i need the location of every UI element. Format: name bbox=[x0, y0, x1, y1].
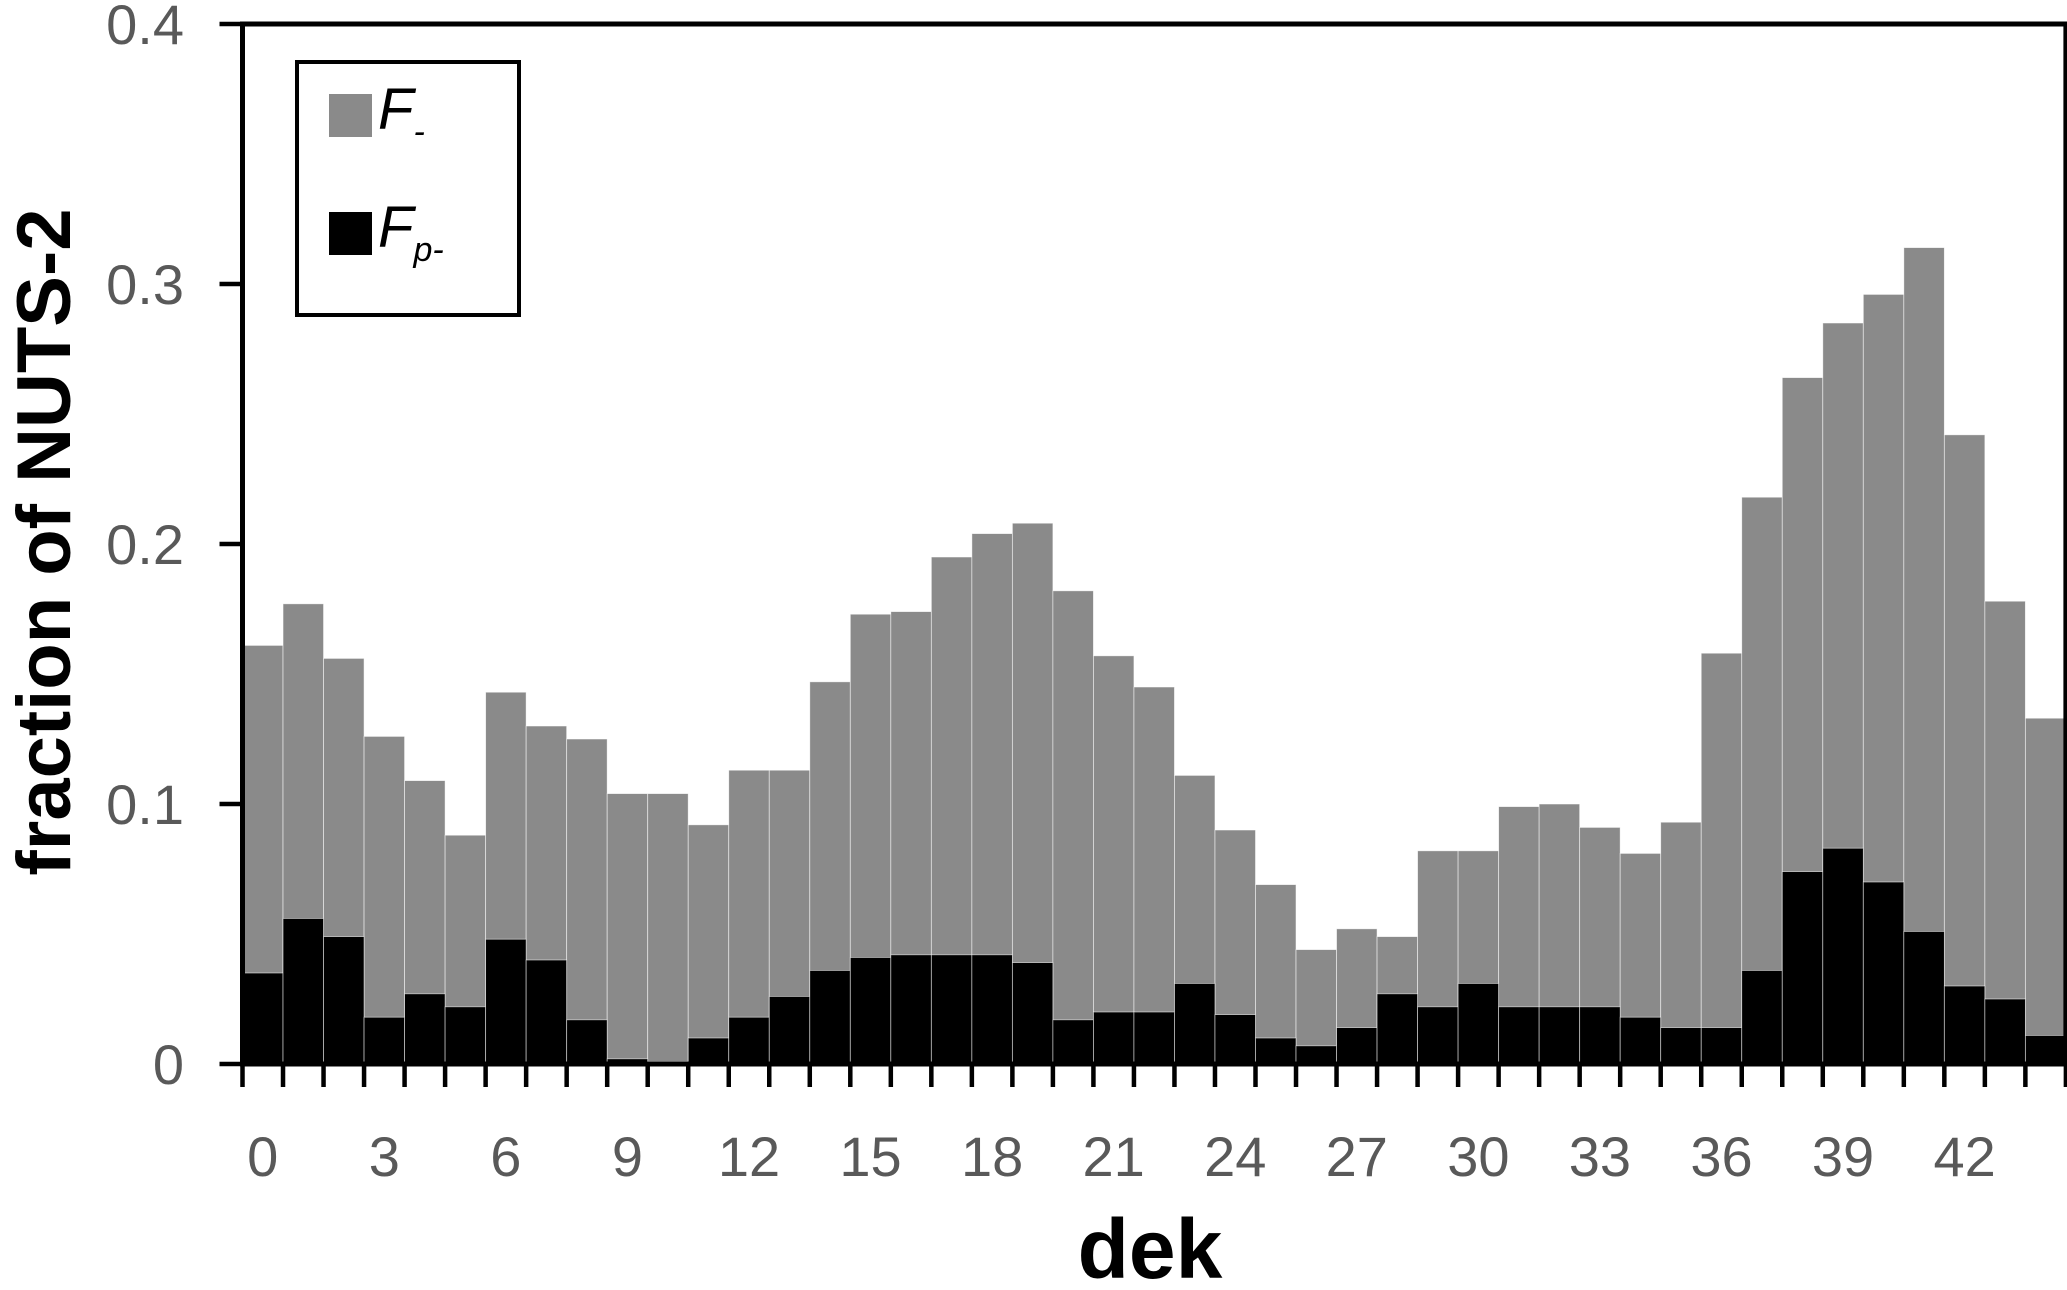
legend-swatch-black bbox=[329, 211, 372, 255]
x-tick-label-15: 15 bbox=[839, 1125, 901, 1188]
y-tick-label-0: 0 bbox=[153, 1033, 184, 1096]
x-tick-label-30: 30 bbox=[1447, 1125, 1509, 1188]
y-axis-ticks bbox=[219, 21, 243, 1067]
x-tick-label-24: 24 bbox=[1204, 1125, 1266, 1188]
y-tick-label-0.3: 0.3 bbox=[106, 253, 184, 316]
bar-Fp--dek20 bbox=[1052, 1019, 1094, 1065]
bar-Fp--dek23 bbox=[1174, 983, 1216, 1065]
bar-Fp--dek7 bbox=[525, 959, 568, 1065]
legend-item-fp-minus: Fp- bbox=[329, 199, 517, 267]
y-tick-label-0.1: 0.1 bbox=[106, 773, 184, 836]
legend-label-fp-minus: Fp- bbox=[378, 195, 444, 269]
bar-Fp--dek19 bbox=[1011, 962, 1054, 1065]
bar-Fp--dek8 bbox=[566, 1019, 608, 1065]
bar-Fp--dek31 bbox=[1498, 1006, 1540, 1065]
bar-Fp--dek33 bbox=[1579, 1006, 1621, 1065]
bar-Fp--dek4 bbox=[404, 993, 446, 1065]
bar-F--dek3 bbox=[363, 736, 405, 1065]
bar-Fp--dek34 bbox=[1619, 1016, 1662, 1065]
bar-F--dek25 bbox=[1255, 884, 1297, 1065]
bar-F--dek21 bbox=[1093, 655, 1135, 1065]
bar-Fp--dek30 bbox=[1457, 983, 1500, 1065]
x-tick-label-18: 18 bbox=[961, 1125, 1023, 1188]
bar-F--dek42 bbox=[1943, 434, 1986, 1065]
y-axis-title: fraction of NUTS-2 bbox=[2, 208, 87, 875]
bar-Fp--dek28 bbox=[1376, 993, 1418, 1065]
bar-Fp--dek43 bbox=[1984, 998, 2026, 1065]
bar-Fp--dek5 bbox=[444, 1006, 487, 1065]
bar-Fp--dek29 bbox=[1417, 1006, 1459, 1065]
bar-Fp--dek18 bbox=[971, 954, 1013, 1065]
bar-Fp--dek37 bbox=[1741, 970, 1783, 1065]
x-tick-label-36: 36 bbox=[1690, 1125, 1752, 1188]
bar-Fp--dek27 bbox=[1336, 1027, 1378, 1065]
bar-F--dek8 bbox=[566, 738, 608, 1065]
bar-Fp--dek44 bbox=[2024, 1035, 2067, 1065]
bar-F--dek35 bbox=[1660, 821, 1702, 1065]
bar-F--dek41 bbox=[1903, 247, 1945, 1065]
bar-F--dek12 bbox=[728, 769, 770, 1065]
bar-Fp--dek42 bbox=[1943, 985, 1986, 1065]
bar-F--dek20 bbox=[1052, 590, 1094, 1065]
bar-Fp--dek32 bbox=[1538, 1006, 1581, 1065]
x-tick-label-27: 27 bbox=[1326, 1125, 1388, 1188]
bar-Fp--dek11 bbox=[687, 1037, 730, 1065]
x-tick-label-42: 42 bbox=[1933, 1125, 1995, 1188]
x-tick-label-12: 12 bbox=[718, 1125, 780, 1188]
bar-F--dek44 bbox=[2024, 717, 2067, 1065]
bars-layer bbox=[242, 247, 2067, 1065]
bar-Fp--dek26 bbox=[1295, 1045, 1337, 1065]
bar-Fp--dek12 bbox=[728, 1016, 770, 1065]
bar-Fp--dek36 bbox=[1700, 1027, 1743, 1065]
bar-Fp--dek35 bbox=[1660, 1027, 1702, 1065]
x-axis-tick-labels: 0 3 6 9 12 15 18 21 24 27 30 33 36 39 42 bbox=[247, 1125, 1996, 1188]
bar-F--dek10 bbox=[647, 793, 689, 1065]
x-axis-ticks bbox=[240, 1064, 2067, 1087]
bar-Fp--dek41 bbox=[1903, 931, 1945, 1065]
legend-item-f-minus: F- bbox=[329, 81, 517, 149]
x-tick-label-3: 3 bbox=[369, 1125, 400, 1188]
y-axis-tick-labels: 0 0.1 0.2 0.3 0.4 bbox=[106, 0, 184, 1096]
x-tick-label-0: 0 bbox=[247, 1125, 278, 1188]
legend-swatch-gray bbox=[329, 93, 372, 137]
bar-F--dek9 bbox=[606, 793, 649, 1065]
bar-Fp--dek6 bbox=[485, 938, 527, 1065]
bar-Fp--dek1 bbox=[282, 918, 324, 1065]
x-tick-label-6: 6 bbox=[490, 1125, 521, 1188]
bar-Fp--dek13 bbox=[768, 996, 811, 1065]
bar-F--dek26 bbox=[1295, 949, 1337, 1065]
bar-F--dek22 bbox=[1133, 686, 1175, 1065]
x-tick-label-33: 33 bbox=[1569, 1125, 1631, 1188]
x-tick-label-21: 21 bbox=[1083, 1125, 1145, 1188]
x-tick-label-39: 39 bbox=[1812, 1125, 1874, 1188]
bar-Fp--dek39 bbox=[1822, 847, 1864, 1065]
bar-Fp--dek2 bbox=[323, 936, 365, 1065]
bar-Fp--dek16 bbox=[890, 954, 932, 1065]
bar-Fp--dek17 bbox=[930, 954, 973, 1065]
x-axis-title: dek bbox=[1078, 1202, 1223, 1290]
legend: F- Fp- bbox=[295, 60, 521, 317]
bar-Fp--dek25 bbox=[1255, 1037, 1297, 1065]
bar-F--dek11 bbox=[687, 824, 730, 1065]
bar-Fp--dek14 bbox=[809, 970, 851, 1065]
bar-F--dek36 bbox=[1700, 652, 1743, 1065]
x-tick-label-9: 9 bbox=[612, 1125, 643, 1188]
y-tick-label-0.2: 0.2 bbox=[106, 513, 184, 576]
bar-Fp--dek22 bbox=[1133, 1011, 1175, 1065]
bar-Fp--dek21 bbox=[1093, 1011, 1135, 1065]
bar-Fp--dek15 bbox=[849, 957, 892, 1065]
bar-Fp--dek38 bbox=[1781, 871, 1824, 1065]
bar-F--dek37 bbox=[1741, 496, 1783, 1065]
bar-Fp--dek3 bbox=[363, 1016, 405, 1065]
bar-F--dek43 bbox=[1984, 600, 2026, 1065]
y-tick-label-0.4: 0.4 bbox=[106, 0, 184, 56]
legend-label-f-minus: F- bbox=[378, 77, 425, 151]
bar-Fp--dek24 bbox=[1214, 1014, 1256, 1065]
bar-Fp--dek40 bbox=[1862, 881, 1905, 1065]
bar-Fp--dek0 bbox=[242, 972, 284, 1065]
